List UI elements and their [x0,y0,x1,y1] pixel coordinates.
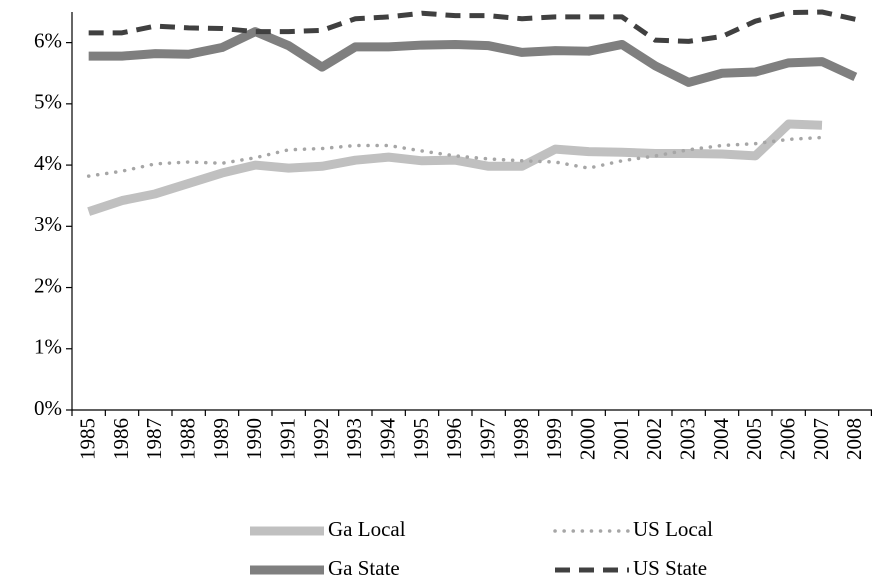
x-tick-label: 1989 [209,418,233,460]
x-tick-label: 2003 [675,418,699,460]
series-line [86,135,824,178]
x-tick-label: 1998 [509,418,533,460]
x-tick-label: 1991 [275,418,299,460]
x-tick-label: 2000 [575,418,599,460]
x-tick-label: 2005 [742,418,766,460]
y-tick-label: 5% [34,90,62,114]
x-tick-label: 1996 [442,418,466,460]
legend-label: US State [633,556,707,579]
x-tick-label: 1994 [375,418,399,461]
series-line [88,9,856,44]
series-line [87,119,823,216]
x-tick-label: 1997 [475,418,499,460]
x-tick-label: 2004 [709,418,733,461]
x-tick-label: 1999 [542,418,566,460]
x-tick-label: 1995 [409,418,433,460]
x-tick-label: 1987 [142,418,166,460]
legend-label: Ga Local [328,517,406,541]
x-tick-label: 1986 [109,418,133,460]
y-tick-label: 4% [34,151,62,175]
x-tick-label: 2001 [609,418,633,460]
x-tick-label: 2007 [809,418,833,460]
x-tick-label: 1985 [75,418,99,460]
x-tick-label: 1990 [242,418,266,460]
y-tick-label: 1% [34,335,62,359]
y-tick-label: 0% [34,396,62,420]
x-tick-label: 2008 [842,418,866,460]
y-tick-label: 3% [34,212,62,236]
x-tick-label: 2002 [642,418,666,460]
y-tick-label: 6% [34,28,62,52]
x-tick-label: 1988 [175,418,199,460]
y-tick-label: 2% [34,273,62,297]
legend-label: US Local [633,517,713,541]
legend-label: Ga State [328,556,400,579]
x-tick-label: 2006 [775,418,799,460]
x-tick-label: 1993 [342,418,366,460]
x-tick-label: 1992 [309,418,333,460]
series-line [88,27,858,87]
